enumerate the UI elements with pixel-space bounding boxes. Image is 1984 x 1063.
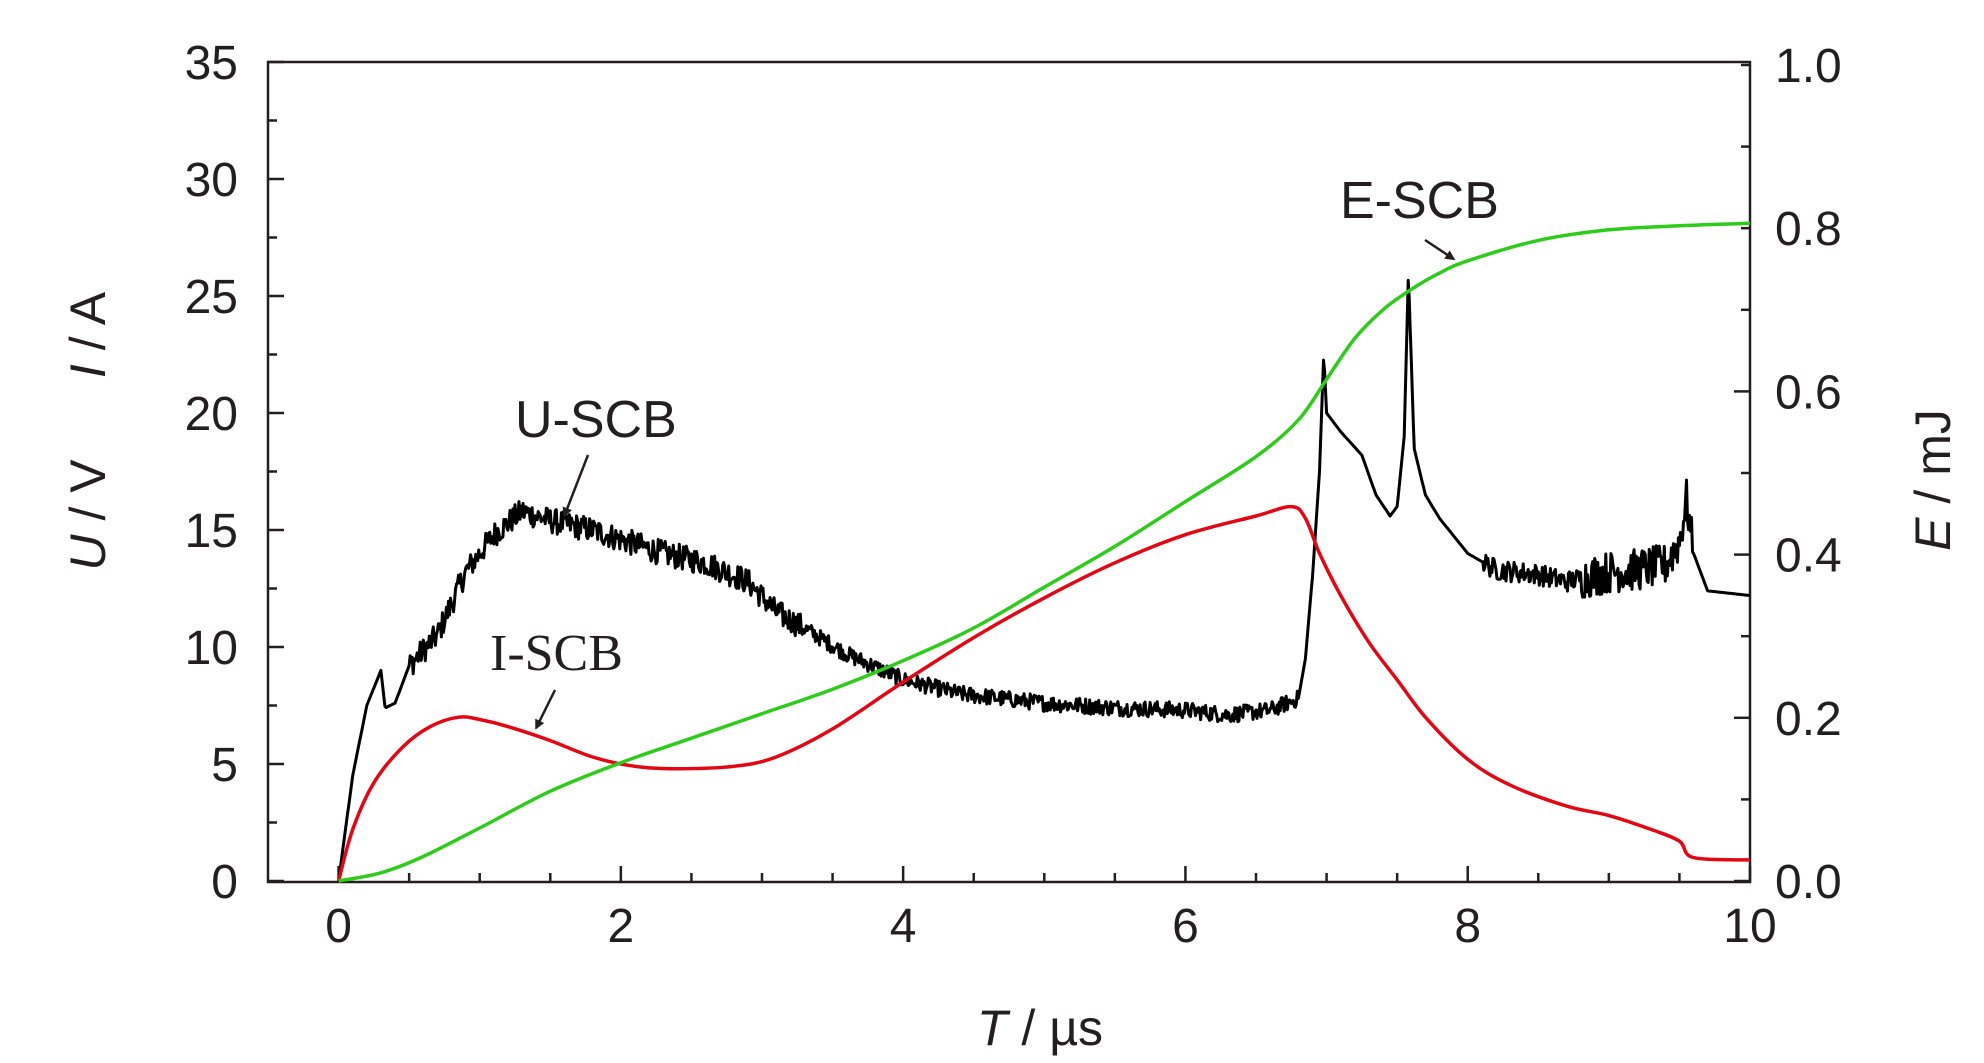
annotation-u-scb: U-SCB (515, 391, 677, 449)
left-tick-label: 25 (185, 271, 238, 324)
series-line-u-scb (337, 278, 1751, 882)
left-tick-label: 0 (211, 856, 238, 909)
left-axis-ticks: 0 5 10 15 20 25 30 35 (185, 37, 284, 909)
right-tick-label: 0.2 (1775, 693, 1842, 746)
annotation-arrow (535, 689, 557, 730)
left-tick-label: 15 (185, 505, 238, 558)
x-tick-label: 4 (890, 900, 917, 953)
annotation-layer: U-SCB I-SCB E-SCB (490, 172, 1499, 730)
right-tick-label: 0.4 (1775, 530, 1842, 583)
series-line-i-scb (336, 504, 1751, 882)
left-axis-title-u: U / V (60, 459, 116, 571)
plot-frame (266, 60, 1752, 884)
left-axis-title-i: I / A (60, 291, 116, 378)
x-tick-label: 2 (608, 900, 635, 953)
right-tick-label: 0.8 (1775, 203, 1842, 256)
series-layer (336, 221, 1751, 883)
plot-border (266, 60, 1752, 884)
left-tick-label: 20 (185, 388, 238, 441)
x-tick-label: 6 (1172, 900, 1199, 953)
right-tick-label: 1.0 (1775, 40, 1842, 93)
left-tick-label: 10 (185, 622, 238, 675)
x-tick-label: 0 (325, 900, 352, 953)
x-tick-label: 8 (1454, 900, 1481, 953)
left-tick-label: 5 (211, 739, 238, 792)
x-axis-ticks: 0 2 4 6 8 10 (325, 866, 1777, 953)
annotation-e-scb: E-SCB (1340, 172, 1499, 230)
annotation-arrow (1424, 238, 1456, 261)
right-axis-ticks: 0.0 0.2 0.4 0.6 0.8 1.0 (1734, 40, 1842, 909)
x-axis-title: T / µs (977, 1000, 1103, 1056)
right-tick-label: 0.6 (1775, 366, 1842, 419)
annotation-i-scb: I-SCB (490, 625, 623, 682)
right-axis-title: E / mJ (1905, 409, 1961, 551)
left-tick-label: 35 (185, 37, 238, 90)
annotation-arrow (562, 454, 590, 518)
right-tick-label: 0.0 (1775, 856, 1842, 909)
left-tick-label: 30 (185, 154, 238, 207)
series-line-e-scb (338, 221, 1751, 883)
x-tick-label: 10 (1723, 900, 1776, 953)
